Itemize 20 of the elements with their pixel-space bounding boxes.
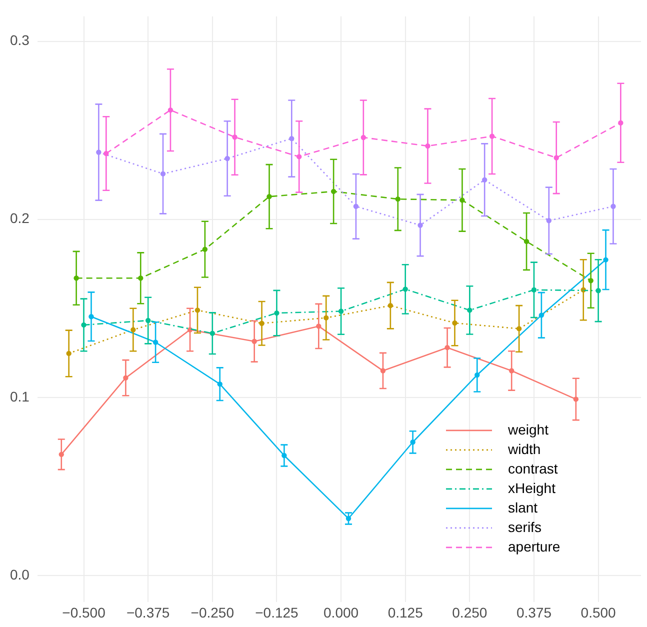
y-tick-label: 0.1 — [10, 388, 30, 404]
x-tick-label: −0.125 — [255, 604, 299, 620]
x-tick-label: 0.500 — [580, 604, 616, 620]
legend-label: weight — [507, 421, 549, 438]
y-tick-label: 0.2 — [10, 210, 30, 226]
y-tick-label: 0.3 — [10, 32, 30, 48]
legend-label: width — [507, 440, 541, 457]
x-tick-label: 0.375 — [516, 604, 552, 620]
x-tick-label: 0.125 — [388, 604, 424, 620]
x-tick-label: 0.000 — [324, 604, 359, 620]
x-tick-label: −0.250 — [190, 604, 234, 620]
legend-label: slant — [508, 499, 538, 516]
legend-label: xHeight — [508, 480, 556, 496]
legend-label: contrast — [508, 460, 558, 476]
legend-label: aperture — [508, 538, 560, 554]
y-tick-label: 0.0 — [10, 566, 30, 582]
x-tick-label: 0.250 — [452, 604, 488, 620]
legend-label: serifs — [508, 518, 542, 535]
x-tick-label: −0.375 — [126, 604, 170, 620]
x-tick-label: −0.500 — [62, 604, 106, 620]
